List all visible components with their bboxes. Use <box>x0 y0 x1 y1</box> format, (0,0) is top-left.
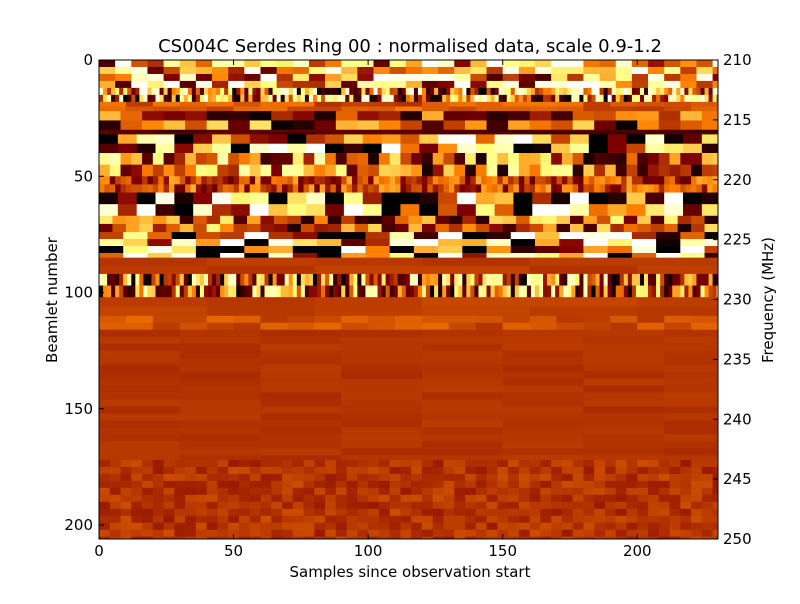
y-tick-label: 150 <box>64 400 93 418</box>
x-axis-label: Samples since observation start <box>290 563 531 581</box>
y2-tick-label: 240 <box>723 410 752 428</box>
y-tick-label: 200 <box>64 516 93 534</box>
y2-tick-label: 210 <box>723 51 752 69</box>
y2-tick-label: 245 <box>723 470 752 488</box>
x-tick-label: 200 <box>623 542 652 560</box>
x-tick-label: 0 <box>94 542 104 560</box>
y-tick-label: 0 <box>83 51 93 69</box>
y2-tick-label: 230 <box>723 291 752 309</box>
chart-title: CS004C Serdes Ring 00 : normalised data,… <box>158 36 662 57</box>
x-tick-label: 50 <box>224 542 243 560</box>
y-axis-label: Beamlet number <box>43 236 61 363</box>
y2-axis-label: Frequency (MHz) <box>759 237 777 363</box>
y-tick-label: 100 <box>64 284 93 302</box>
y2-tick-label: 220 <box>723 171 752 189</box>
x-tick-label: 150 <box>488 542 517 560</box>
heatmap <box>99 60 719 540</box>
x-tick-label: 100 <box>354 542 383 560</box>
y2-tick-label: 250 <box>723 530 752 548</box>
y2-tick-label: 215 <box>723 111 752 129</box>
y-tick-label: 50 <box>74 167 93 185</box>
y2-tick-label: 225 <box>723 231 752 249</box>
y2-tick-label: 235 <box>723 350 752 368</box>
